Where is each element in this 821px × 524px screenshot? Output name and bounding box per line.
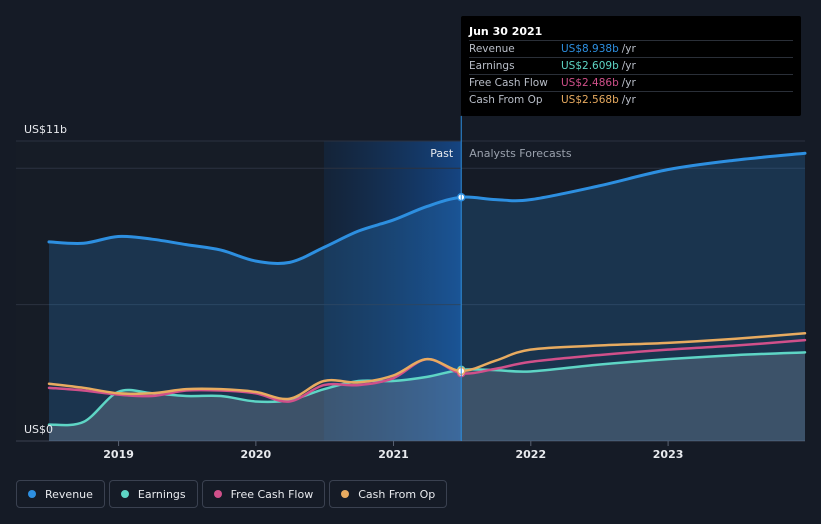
tooltip-row-revenue: Revenue US$8.938b /yr xyxy=(469,40,793,57)
legend-dot-icon xyxy=(341,490,350,498)
free-cash-flow-line xyxy=(47,338,807,403)
tooltip-row-unit: /yr xyxy=(621,94,636,106)
legend: Revenue Earnings Free Cash Flow Cash Fro… xyxy=(16,480,448,508)
tooltip-row-name: Revenue xyxy=(469,43,515,55)
legend-label: Cash From Op xyxy=(358,487,436,501)
x-tick-label: 2020 xyxy=(241,448,272,461)
tooltip-row-unit: /yr xyxy=(621,77,636,89)
x-tick-label: 2023 xyxy=(653,448,684,461)
earnings-area xyxy=(49,352,805,441)
revenue-area xyxy=(49,153,805,442)
revenue-line xyxy=(47,151,807,265)
tooltip-row-value: US$2.609b xyxy=(561,60,619,72)
legend-dot-icon xyxy=(28,490,36,498)
tooltip-row-free-cash-flow: Free Cash Flow US$2.486b /yr xyxy=(469,74,793,91)
tooltip-row-value: US$2.486b xyxy=(561,77,619,89)
tooltip-row-unit: /yr xyxy=(621,60,636,72)
legend-label: Revenue xyxy=(45,487,93,501)
x-tick-label: 2022 xyxy=(515,448,546,461)
legend-dot-icon xyxy=(120,490,129,498)
tooltip-row-earnings: Earnings US$2.609b /yr xyxy=(469,57,793,74)
tooltip-date: Jun 30 2021 xyxy=(469,25,543,38)
legend-label: Earnings xyxy=(137,487,186,501)
tooltip-row-name: Cash From Op xyxy=(469,94,543,106)
past-label: Past xyxy=(430,147,454,160)
legend-item-revenue[interactable]: Revenue xyxy=(16,480,105,508)
legend-item-cash-from-op[interactable]: Cash From Op xyxy=(329,480,448,508)
y-axis-min-label: US$0 xyxy=(24,423,53,436)
forecast-label: Analysts Forecasts xyxy=(469,147,572,160)
tooltip-row-name: Free Cash Flow xyxy=(469,77,548,89)
tooltip: Jun 30 2021 Revenue US$8.938b /yr Earnin… xyxy=(461,16,801,116)
cash-from-op-line xyxy=(47,332,807,401)
tooltip-row-value: US$8.938b xyxy=(561,43,619,55)
y-axis-max-label: US$11b xyxy=(24,123,67,136)
legend-item-earnings[interactable]: Earnings xyxy=(108,480,198,508)
past-highlight-band xyxy=(323,141,462,441)
x-tick-label: 2021 xyxy=(378,448,409,461)
tooltip-row-name: Earnings xyxy=(469,60,515,72)
legend-dot-icon xyxy=(213,490,222,498)
x-tick-label: 2019 xyxy=(103,448,134,461)
legend-label: Free Cash Flow xyxy=(230,487,314,501)
tooltip-row-value: US$2.568b xyxy=(561,94,619,106)
tooltip-row-unit: /yr xyxy=(621,43,636,55)
legend-item-free-cash-flow[interactable]: Free Cash Flow xyxy=(201,480,326,508)
tooltip-row-cash-from-op: Cash From Op US$2.568b /yr xyxy=(469,91,793,108)
